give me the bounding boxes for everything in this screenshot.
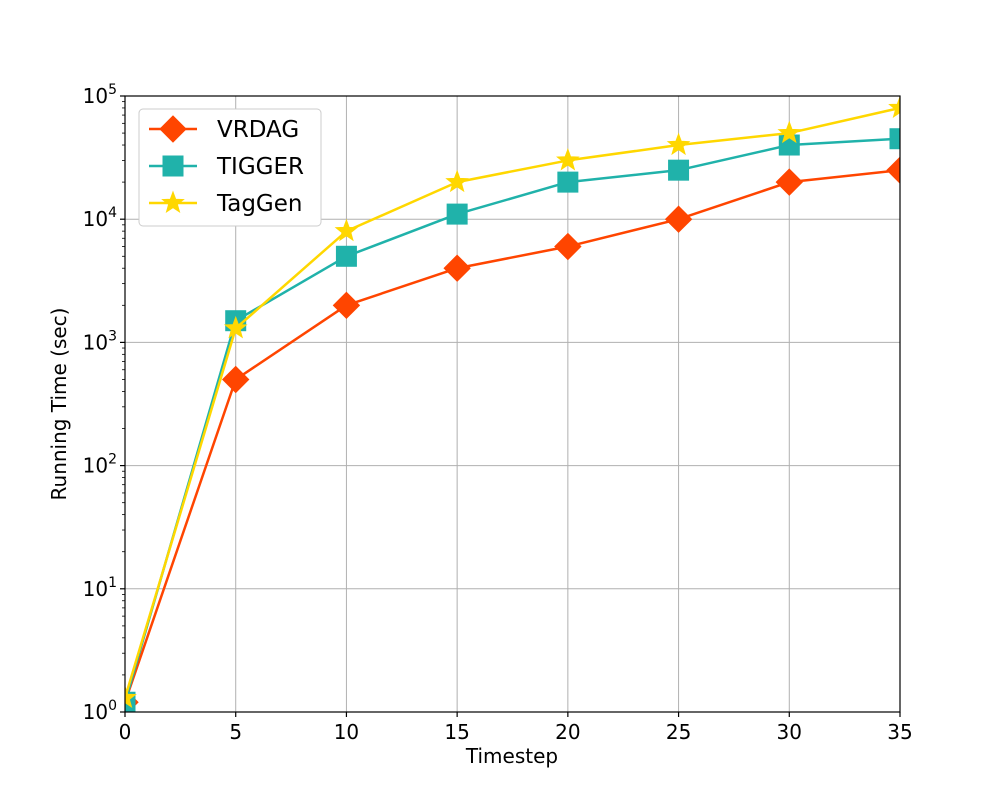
x-tick-label: 35: [887, 720, 912, 744]
x-tick-label: 5: [229, 720, 242, 744]
series-taggen: [125, 96, 900, 709]
square-point: [668, 159, 690, 181]
x-tick-label: 20: [555, 720, 580, 744]
legend-box: [138, 108, 322, 227]
series-line: [125, 137, 900, 703]
diamond-point: [222, 365, 250, 394]
star-point: [125, 685, 137, 709]
legend-item-taggen: TagGen: [149, 190, 303, 217]
star-point: [161, 190, 185, 214]
legend: VRDAG TIGGER TagGen: [138, 108, 322, 227]
square-point: [889, 128, 900, 150]
x-tick-label: 15: [444, 720, 469, 744]
diamond-point: [443, 254, 471, 282]
x-tick-label: 10: [334, 720, 359, 744]
diamond-point: [332, 291, 361, 320]
plot-frame: [124, 95, 901, 713]
diamond-point: [886, 156, 900, 184]
series-vrdag: [125, 156, 900, 712]
y-axis-ticks: 100 101 102 103 104 105: [83, 82, 125, 724]
legend-item-tigger: TIGGER: [149, 154, 304, 180]
diamond-point: [159, 115, 187, 143]
axes-frame: [124, 95, 901, 713]
x-axis-label: Timestep: [465, 744, 558, 768]
y-tick-label: 103: [83, 328, 117, 354]
square-point: [335, 245, 357, 267]
x-tick-label: 0: [119, 720, 132, 744]
star-point: [888, 96, 900, 119]
y-tick-label: 105: [83, 82, 117, 108]
series-line: [125, 168, 900, 703]
series-line: [125, 106, 900, 699]
star-point: [777, 120, 802, 144]
diamond-point: [664, 205, 693, 233]
star-point: [666, 132, 691, 156]
legend-label: TagGen: [216, 191, 303, 217]
square-point: [162, 155, 184, 177]
y-tick-label: 102: [83, 452, 117, 478]
x-tick-label: 30: [777, 720, 802, 744]
star-point: [223, 315, 248, 339]
y-tick-label: 100: [83, 698, 117, 724]
star-point: [556, 147, 580, 171]
y-tick-label: 104: [83, 205, 117, 231]
star-point: [334, 218, 359, 242]
diamond-point: [554, 232, 582, 261]
legend-label: TIGGER: [216, 154, 304, 180]
y-axis-label: Running Time (sec): [47, 308, 71, 501]
y-tick-label: 101: [83, 575, 117, 601]
diamond-point: [775, 168, 803, 196]
plot-area: [125, 96, 900, 712]
x-axis-ticks: 0 5 10 15 20 25 30 35: [119, 712, 913, 744]
star-point: [445, 169, 469, 193]
square-point: [446, 203, 468, 225]
x-tick-label: 25: [666, 720, 691, 744]
legend-item-vrdag: VRDAG: [149, 115, 299, 143]
legend-label: VRDAG: [217, 117, 299, 143]
series-lines: [125, 96, 900, 712]
square-point: [557, 171, 579, 193]
